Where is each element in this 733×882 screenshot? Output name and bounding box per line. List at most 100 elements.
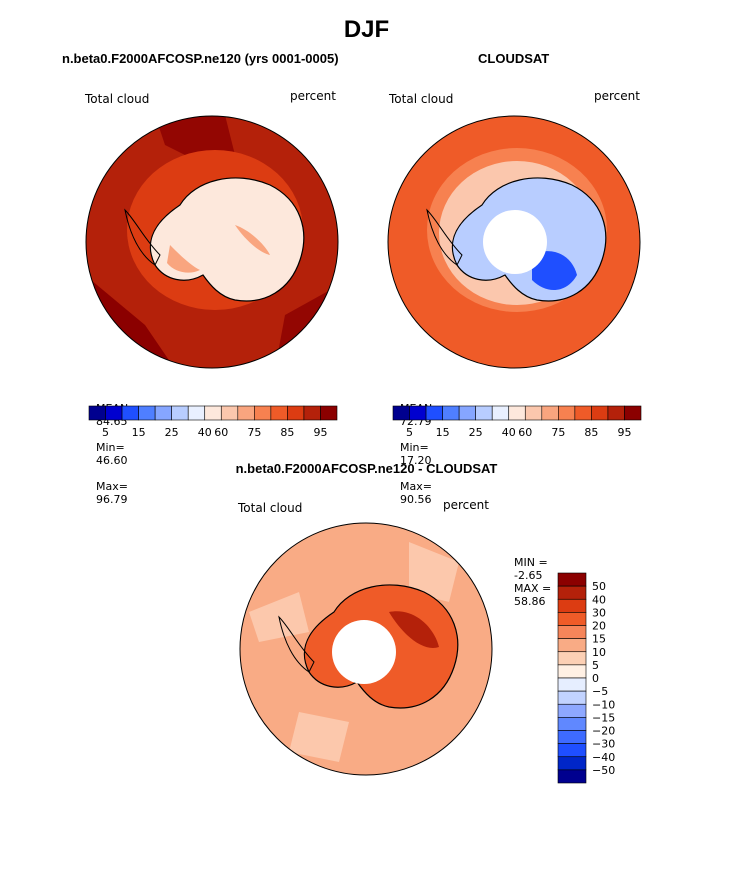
panel-1-colorbar-swatch: [138, 405, 156, 421]
panel-1-colorbar-swatch: [254, 405, 272, 421]
diff-light-patch-2: [409, 542, 459, 602]
panel-2-colorbar-swatch: [541, 405, 559, 421]
panel-1-colorbar-tick-label: 40: [198, 426, 212, 439]
diff-field-label: Total cloud: [238, 501, 303, 515]
diff-colorbar-swatch: [557, 717, 587, 731]
diff-colorbar-label: −20: [592, 725, 615, 738]
panel-2-colorbar-swatch: [425, 405, 443, 421]
panel-2-max-label: Max=: [400, 480, 432, 493]
panel-1-colorbar-swatch: [320, 405, 338, 421]
diff-colorbar-swatch: [557, 572, 587, 587]
panel-1-colorbar-tick-label: 60: [214, 426, 228, 439]
panel-1-dark-patch-2: [155, 116, 235, 160]
panel-1-colorbar-swatch: [270, 405, 288, 421]
panel-2-colorbar-swatch: [442, 405, 460, 421]
diff-light-patch-3: [289, 712, 349, 762]
panel-2-colorbar-tick-label: 60: [518, 426, 532, 439]
diff-colorbar-label: −40: [592, 751, 615, 764]
diff-colorbar-swatch: [557, 625, 587, 639]
diff-colorbar-swatch: [557, 638, 587, 653]
panel-1-colorbar-swatch: [88, 405, 106, 421]
panel-1-colorbar-tick-label: 85: [280, 426, 294, 439]
panel-1-colorbar-tick-label: 15: [132, 426, 146, 439]
diff-max: 58.86: [514, 595, 546, 608]
panel-1-colorbar-swatch: [204, 405, 222, 421]
panel-2-max: 90.56: [400, 493, 432, 506]
panel-2-colorbar-swatch: [558, 405, 576, 421]
panel-2-colorbar-tick-label: 5: [406, 426, 413, 439]
diff-colorbar-label: −30: [592, 738, 615, 751]
panel-2-colorbar-swatch: [491, 405, 510, 421]
diff-colorbar-swatch: [557, 651, 587, 666]
panel-1-colorbar-swatch: [171, 405, 189, 421]
panel-1-colorbar-swatch: [187, 405, 206, 421]
diff-peninsula: [278, 615, 315, 673]
diff-colorbar-swatch: [557, 612, 587, 626]
diff-min-max: MIN = -2.65 MAX = 58.86: [507, 543, 551, 608]
diff-colorbar-label: −15: [592, 711, 615, 724]
panel-2-land-accent: [532, 251, 577, 291]
panel-2-colorbar-tick-label: 95: [617, 426, 631, 439]
diff-colorbar-label: −10: [592, 698, 615, 711]
panel-2-field-label: Total cloud: [389, 92, 454, 106]
diff-land-accent: [389, 611, 439, 648]
diff-colorbar-swatch: [557, 743, 587, 758]
diff-colorbar-swatch: [557, 730, 587, 744]
panel-2-units: percent: [594, 89, 640, 103]
panel-1-colorbar-swatch: [154, 405, 172, 421]
panel-2-colorbar-swatch: [574, 405, 592, 421]
panel-1-colorbar-tick-label: 25: [165, 426, 179, 439]
panel-1-colorbar-swatch: [220, 405, 239, 421]
diff-colorbar-swatch: [557, 598, 587, 613]
panel-1-colorbar-swatch: [121, 405, 139, 421]
diff-colorbar-swatch: [557, 703, 587, 718]
panel-1-field-label: Total cloud: [85, 92, 150, 106]
panel-1-map: [85, 115, 339, 369]
panel-1-land-accent: [167, 245, 200, 273]
diff-colorbar-swatch: [557, 690, 587, 705]
diff-colorbar-label: 5: [592, 659, 599, 672]
diff-colorbar-label: −50: [592, 764, 615, 777]
panel-1-colorbar-tick-label: 75: [247, 426, 261, 439]
diff-max-label: MAX =: [514, 582, 552, 595]
page-title: DJF: [343, 16, 390, 43]
panel-1-units: percent: [290, 89, 336, 103]
panel-1-heading: n.beta0.F2000AFCOSP.ne120 (yrs 0001-0005…: [62, 51, 339, 66]
panel-2-peninsula: [426, 208, 463, 266]
diff-min: -2.65: [514, 569, 543, 582]
panel-2-colorbar-swatch: [591, 405, 609, 421]
panel-2-colorbar-swatch: [392, 405, 410, 421]
diff-colorbar-label: 40: [592, 593, 606, 606]
diff-min-label: MIN =: [514, 556, 548, 569]
panel-1-land-accent-2: [235, 225, 270, 255]
panel-2-colorbar-tick-label: 40: [502, 426, 516, 439]
diff-units: percent: [443, 498, 489, 512]
diff-colorbar-label: 20: [592, 620, 606, 633]
diff-colorbar-label: 30: [592, 606, 606, 619]
diff-colorbar-swatch: [557, 769, 587, 784]
panel-1-peninsula: [124, 208, 161, 266]
diff-colorbar-label: 10: [592, 646, 606, 659]
panel-1-min: 46.60: [96, 454, 128, 467]
panel-2-colorbar-tick-label: 25: [469, 426, 483, 439]
panel-2-min: 17.20: [400, 454, 432, 467]
diff-colorbar-swatch: [557, 585, 587, 600]
panel-1-colorbar: 5 15 25 40 60 75 85 95: [88, 405, 338, 439]
panel-1-colorbar-swatch: [237, 405, 255, 421]
diff-panel-heading: n.beta0.F2000AFCOSP.ne120 - CLOUDSAT: [235, 461, 498, 476]
diff-colorbar-swatch: [557, 756, 587, 771]
panel-2-colorbar-tick-label: 15: [436, 426, 450, 439]
diff-map: [239, 522, 493, 776]
diff-colorbar-swatch: [557, 677, 587, 692]
panel-2-colorbar-swatch: [508, 405, 526, 421]
diff-colorbar-label: 15: [592, 633, 606, 646]
diff-colorbar-label: −5: [592, 685, 608, 698]
diff-pole-hole: [332, 620, 396, 684]
panel-1-colorbar-tick-label: 5: [102, 426, 109, 439]
panel-2-colorbar-swatch: [458, 405, 476, 421]
panel-2-heading: CLOUDSAT: [478, 51, 550, 66]
panel-2-colorbar-swatch: [475, 405, 493, 421]
panel-2-colorbar-swatch: [607, 405, 625, 421]
panel-2-pole-hole: [483, 210, 547, 274]
